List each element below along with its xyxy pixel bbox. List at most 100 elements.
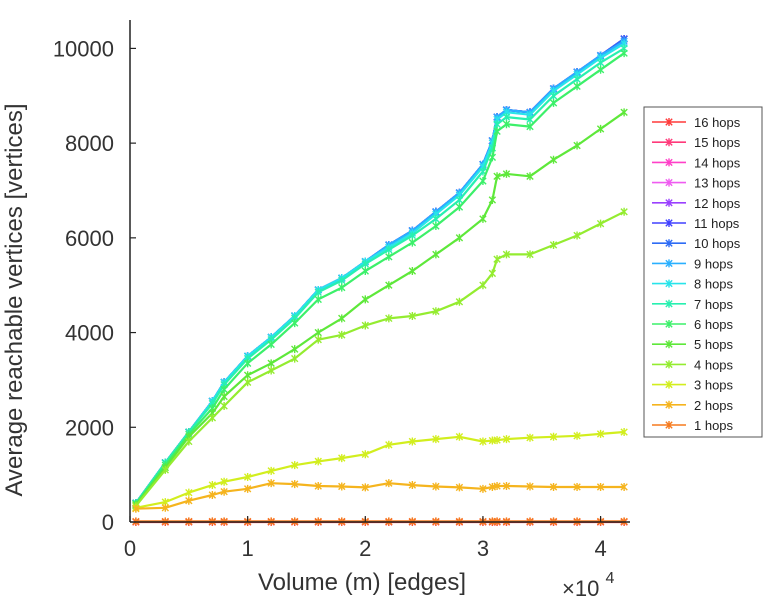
legend-item-13-hops: 13 hops — [652, 176, 741, 191]
legend-label: 9 hops — [694, 256, 734, 271]
data-point — [243, 359, 252, 368]
data-point — [620, 428, 628, 437]
data-point — [161, 503, 169, 512]
legend-item-11-hops: 11 hops — [652, 216, 740, 231]
data-point — [338, 314, 346, 323]
x-tick-label: 3 — [477, 536, 489, 561]
data-point — [385, 245, 393, 254]
data-point — [220, 487, 228, 496]
data-point — [314, 482, 322, 491]
data-point — [479, 214, 487, 223]
data-point — [502, 435, 511, 444]
data-point — [502, 113, 511, 122]
x-ticks-group: 0 1 2 3 4 — [124, 516, 607, 561]
x-multiplier-base: ×10 — [562, 576, 599, 600]
legend-label: 15 hops — [694, 135, 741, 150]
series-3-hops — [132, 428, 628, 512]
legend-label: 7 hops — [694, 297, 734, 312]
data-point — [526, 115, 534, 124]
data-point — [526, 433, 534, 442]
y-tick-label: 4000 — [65, 321, 114, 346]
data-point — [432, 214, 440, 223]
data-point — [493, 482, 501, 491]
y-tick-label: 8000 — [65, 131, 114, 156]
legend-marker — [665, 219, 673, 227]
data-point — [573, 482, 581, 491]
data-point — [620, 207, 628, 216]
data-point — [526, 122, 534, 131]
legend-item-1-hops: 1 hops — [652, 418, 734, 433]
data-point — [573, 141, 581, 150]
legend-item-14-hops: 14 hops — [652, 155, 741, 170]
data-point — [220, 477, 228, 486]
legend-item-12-hops: 12 hops — [652, 196, 741, 211]
data-point — [408, 238, 417, 247]
legend-marker — [665, 360, 673, 369]
data-point — [291, 345, 299, 354]
legend-marker — [665, 279, 673, 288]
data-point — [432, 222, 440, 231]
data-point — [432, 482, 440, 491]
data-point — [291, 480, 299, 489]
data-point — [408, 311, 417, 320]
data-point — [596, 58, 605, 67]
series-line-6-hops — [135, 52, 625, 505]
data-point — [432, 307, 440, 316]
data-point — [267, 340, 275, 349]
data-point — [620, 49, 628, 58]
data-point — [385, 479, 393, 488]
data-point — [132, 504, 140, 513]
data-point — [479, 437, 487, 446]
legend-marker — [665, 340, 673, 349]
data-point — [432, 250, 440, 259]
data-point — [385, 252, 393, 261]
data-point — [573, 431, 581, 440]
data-point — [620, 108, 628, 117]
data-point — [549, 91, 558, 100]
data-point — [220, 385, 228, 394]
data-point — [526, 482, 534, 491]
data-point — [488, 269, 497, 278]
data-point — [267, 466, 275, 475]
y-ticks-group: 0 2000 4000 6000 8000 10000 — [53, 36, 136, 535]
data-point — [549, 240, 558, 249]
data-point — [361, 267, 369, 275]
y-tick-label: 10000 — [53, 36, 114, 61]
data-point — [243, 484, 252, 493]
x-tick-label: 0 — [124, 536, 136, 561]
data-point — [596, 482, 605, 491]
data-point — [338, 330, 346, 339]
data-point — [185, 437, 193, 446]
data-point — [314, 288, 322, 297]
data-point — [208, 481, 217, 490]
legend-item-6-hops: 6 hops — [652, 317, 734, 332]
legend-item-7-hops: 7 hops — [652, 297, 734, 312]
data-point — [502, 169, 511, 178]
legend-item-4-hops: 4 hops — [652, 357, 734, 372]
data-point — [208, 413, 217, 422]
data-point — [573, 75, 581, 84]
axes-group — [129, 20, 630, 523]
data-point — [502, 250, 511, 259]
data-point — [243, 473, 252, 482]
legend-item-10-hops: 10 hops — [652, 236, 741, 251]
data-point — [408, 437, 417, 446]
data-point — [549, 155, 558, 164]
data-point — [220, 392, 228, 401]
series-2-hops — [132, 479, 628, 513]
y-tick-label: 0 — [102, 510, 114, 535]
y-tick-label: 6000 — [65, 226, 114, 251]
data-point — [455, 483, 464, 492]
legend-label: 2 hops — [694, 398, 734, 413]
y-tick-label: 2000 — [65, 415, 114, 440]
data-point — [243, 371, 252, 380]
y-axis-label: Average reachable vertices [vertices] — [1, 103, 28, 496]
data-point — [455, 195, 464, 204]
legend: 16 hops 15 hops 14 hops 13 hops 12 hops 11 ho… — [643, 106, 763, 438]
data-point — [493, 436, 501, 445]
data-point — [549, 482, 558, 491]
plot-series-group — [132, 34, 628, 526]
legend-marker — [665, 118, 673, 126]
data-point — [549, 98, 558, 107]
legend-label: 3 hops — [694, 378, 734, 393]
